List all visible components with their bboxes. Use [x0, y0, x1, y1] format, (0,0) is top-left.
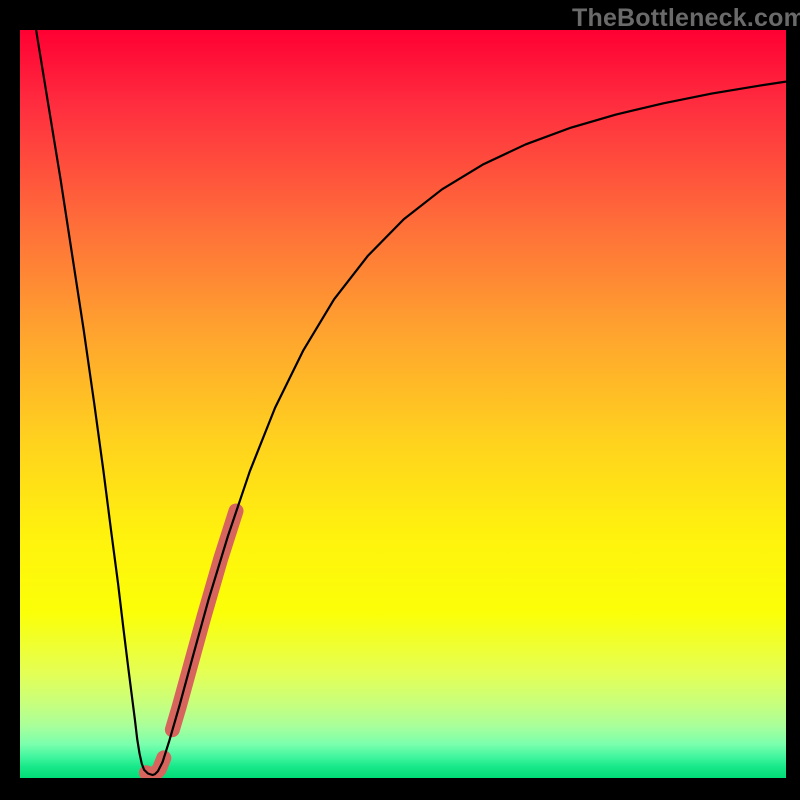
- bottleneck-curve: [36, 30, 786, 775]
- frame-border-bottom: [0, 778, 800, 800]
- watermark-source: TheBottleneck.com: [572, 4, 800, 33]
- frame-border-right: [786, 0, 800, 800]
- frame-border-left: [0, 0, 20, 800]
- plot-area: [20, 30, 786, 778]
- curve-layer: [20, 30, 786, 778]
- chart-canvas: TheBottleneck.com: [0, 0, 800, 800]
